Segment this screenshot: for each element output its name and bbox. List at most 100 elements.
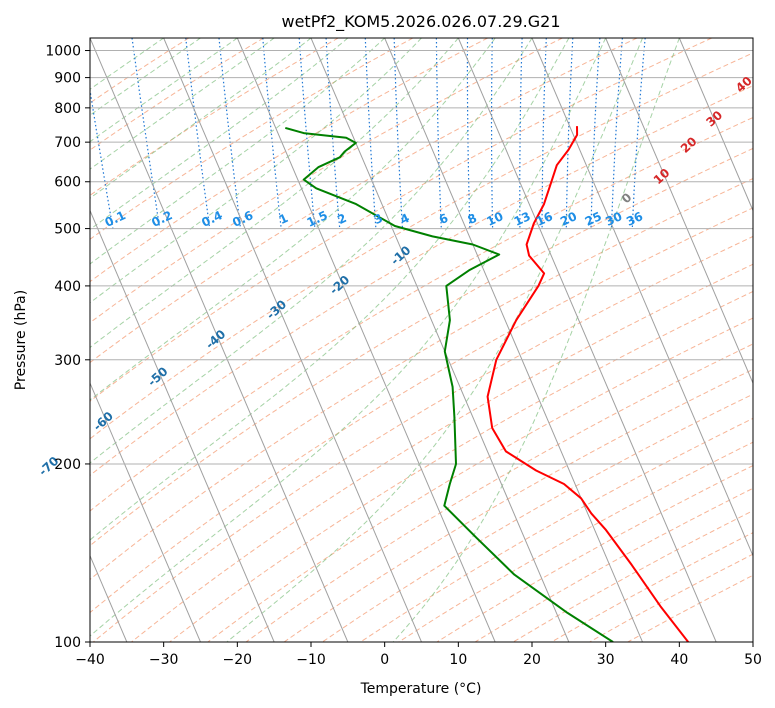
moist-adiabat-line — [90, 38, 496, 401]
moist-adiabat-line — [90, 38, 422, 304]
isotherm-line — [90, 209, 275, 642]
mixing-ratio-line — [218, 38, 242, 229]
isotherm-line — [678, 38, 753, 212]
y-tick-label: 100 — [54, 635, 81, 651]
dewpoint-profile-line — [285, 126, 614, 642]
reference-labels: -100-90-80-70-60-50-40-30-20-100.10.20.4… — [0, 74, 755, 517]
chart-title: wetPf2_KOM5.2026.026.07.29.G21 — [281, 12, 560, 32]
dry-adiabat-line — [92, 235, 753, 642]
mixing-ratio-label: 6 — [437, 211, 450, 227]
dry-adiabat-line — [90, 38, 414, 240]
moist-adiabat-line — [90, 38, 533, 464]
mixing-ratio-line — [90, 86, 114, 229]
x-axis-label: Temperature (°C) — [360, 681, 482, 697]
moist-adiabat-line — [90, 38, 459, 349]
dry-adiabat-line — [436, 464, 753, 642]
dry-adiabat-line — [90, 85, 753, 476]
mixing-ratio-label: 36 — [624, 209, 645, 229]
mixing-ratio-line — [490, 38, 494, 229]
isotherm-line — [90, 38, 349, 642]
mixing-ratio-label: 13 — [512, 209, 533, 229]
mixing-ratio-line — [590, 38, 601, 229]
dry-adiabat-label: -10 — [388, 243, 413, 268]
moist-adiabat-line — [90, 38, 312, 199]
mixing-ratio-label: 0.6 — [230, 208, 255, 230]
x-tick-label: −30 — [149, 652, 179, 668]
y-tick-label: 600 — [54, 175, 81, 191]
dry-adiabat-line — [207, 317, 753, 642]
moist-adiabat-line — [90, 38, 201, 116]
y-tick-label: 200 — [54, 457, 81, 473]
moist-adiabat-label: 30 — [703, 108, 725, 130]
dry-adiabat-line — [589, 553, 753, 642]
y-tick-label: 900 — [54, 71, 81, 87]
axes: −40 −30 −20 −10 0 10 20 30 40 5010020030040050060… — [45, 44, 762, 668]
dry-adiabat-line — [90, 207, 753, 614]
moist-adiabat-label: 20 — [678, 134, 700, 156]
dry-adiabat-line — [551, 532, 753, 642]
moist-adiabat-line — [226, 38, 643, 642]
x-tick-label: −10 — [296, 652, 326, 668]
mixing-ratio-line — [466, 38, 471, 229]
dry-adiabat-label: -40 — [203, 327, 228, 352]
x-tick-label: 40 — [670, 652, 688, 668]
mixing-ratio-label: 25 — [583, 209, 604, 229]
dry-adiabat-line — [131, 263, 753, 642]
isotherm-line — [163, 38, 422, 642]
x-tick-label: 30 — [597, 652, 615, 668]
isotherm-line — [90, 381, 201, 642]
x-tick-label: −40 — [75, 652, 105, 668]
isotherm-line — [384, 38, 643, 642]
dry-adiabat-line — [90, 38, 638, 364]
y-axis-label: Pressure (hPa) — [13, 290, 29, 390]
profile-lines — [285, 126, 689, 642]
mixing-ratio-label: 2 — [335, 211, 348, 227]
y-tick-label: 700 — [54, 135, 81, 151]
isotherm-line — [605, 38, 753, 385]
x-tick-label: 50 — [744, 652, 762, 668]
dry-adiabat-line — [90, 147, 753, 547]
mixing-ratio-line — [631, 38, 646, 229]
dry-adiabat-line — [90, 38, 264, 151]
mixing-ratio-label: 16 — [534, 209, 555, 229]
x-tick-label: 10 — [449, 652, 467, 668]
moist-adiabat-label: 0 — [619, 190, 635, 206]
mixing-ratio-label: 4 — [398, 211, 411, 227]
mixing-ratio-label: 30 — [603, 209, 624, 229]
y-tick-label: 500 — [54, 222, 81, 238]
isotherm-line — [310, 38, 570, 642]
isotherm-line — [457, 38, 717, 642]
moist-adiabat-line — [392, 38, 680, 642]
isotherm-line — [236, 38, 496, 642]
mixing-ratio-line — [435, 38, 442, 229]
dry-adiabat-label: -60 — [90, 409, 115, 434]
moist-adiabat-line — [90, 38, 570, 541]
x-tick-label: −20 — [223, 652, 253, 668]
x-tick-label: 20 — [523, 652, 541, 668]
y-tick-label: 800 — [54, 101, 81, 117]
mixing-ratio-line — [262, 38, 282, 229]
moist-adiabat-line — [90, 38, 386, 265]
moist-adiabat-label: 40 — [733, 74, 755, 96]
y-tick-label: 1000 — [45, 44, 81, 60]
x-tick-label: 0 — [380, 652, 389, 668]
mixing-ratio-label: 0.1 — [103, 208, 128, 230]
mixing-ratio-label: 8 — [465, 211, 478, 227]
dry-adiabat-line — [90, 52, 753, 440]
mixing-ratio-label: 1.5 — [305, 208, 330, 230]
moist-adiabat-line — [90, 38, 275, 170]
mixing-ratio-line — [565, 38, 574, 229]
moist-adiabat-line — [90, 38, 164, 90]
isotherm-line — [752, 38, 753, 40]
dry-adiabat-line — [90, 38, 488, 283]
dry-adiabat-line — [169, 290, 753, 642]
dry-adiabat-label: -50 — [145, 364, 170, 389]
dry-adiabat-line — [90, 38, 339, 196]
dry-adiabat-label: -30 — [264, 297, 289, 322]
dry-adiabat-line — [90, 177, 753, 581]
dry-adiabat-line — [283, 368, 753, 642]
dry-adiabat-label: -20 — [327, 273, 352, 298]
dry-adiabat-line — [90, 116, 753, 512]
